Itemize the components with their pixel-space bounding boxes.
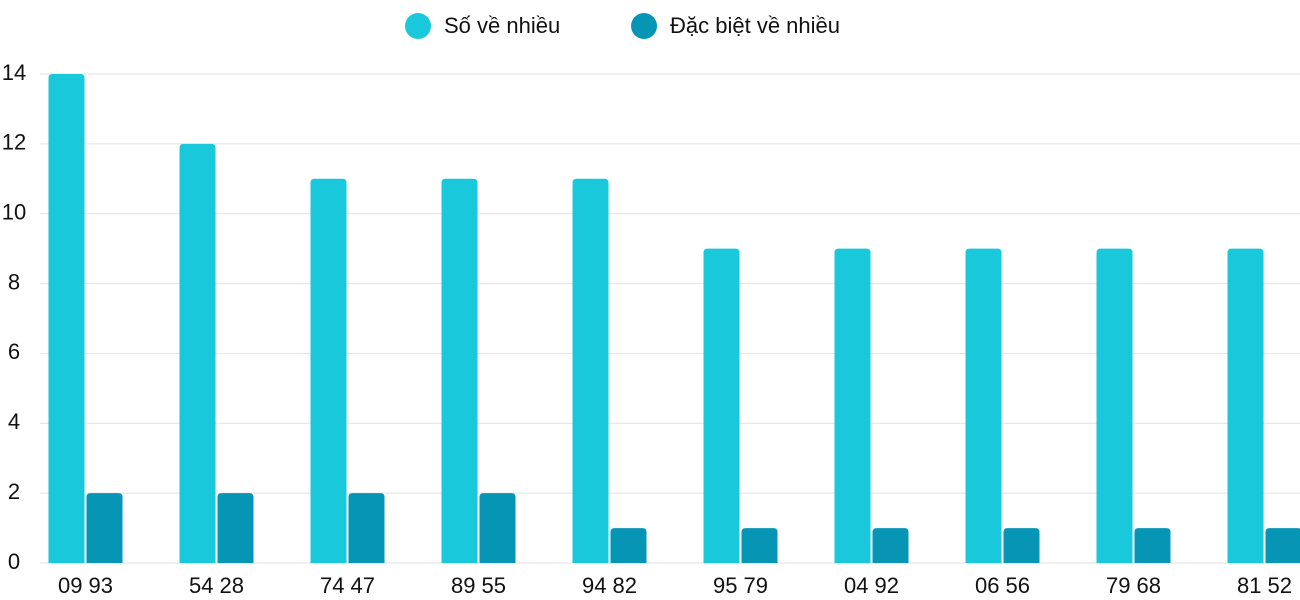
bar — [703, 248, 740, 563]
legend-marker — [405, 13, 431, 39]
x-tick-label: 54 28 — [189, 573, 244, 598]
bar — [441, 178, 478, 564]
x-tick-label: 89 55 — [451, 573, 506, 598]
y-tick-label: 14 — [2, 60, 26, 85]
y-tick-label: 6 — [8, 339, 20, 364]
legend-label: Đặc biệt về nhiều — [670, 13, 840, 38]
x-tick-label: 04 92 — [844, 573, 899, 598]
bar — [872, 528, 909, 563]
bar — [1227, 248, 1264, 563]
bar — [479, 493, 516, 563]
bar — [310, 178, 347, 564]
bar — [965, 248, 1002, 563]
y-tick-label: 8 — [8, 269, 20, 294]
x-tick-label: 95 79 — [713, 573, 768, 598]
bar — [348, 493, 385, 563]
bar — [86, 493, 123, 563]
x-tick-label: 79 68 — [1106, 573, 1161, 598]
bar — [1003, 528, 1040, 563]
y-tick-label: 0 — [8, 549, 20, 574]
x-tick-label: 09 93 — [58, 573, 113, 598]
bar — [179, 143, 216, 563]
y-tick-label: 4 — [8, 409, 20, 434]
bar — [1134, 528, 1171, 563]
legend-marker — [631, 13, 657, 39]
bar — [834, 248, 871, 563]
bar — [1265, 528, 1300, 563]
bar — [48, 74, 85, 563]
x-tick-label: 81 52 — [1237, 573, 1292, 598]
bar — [572, 178, 609, 564]
x-tick-label: 74 47 — [320, 573, 375, 598]
y-tick-label: 10 — [2, 200, 26, 225]
bar — [610, 528, 647, 563]
bar — [1096, 248, 1133, 563]
y-tick-label: 12 — [2, 130, 26, 155]
x-tick-label: 94 82 — [582, 573, 637, 598]
legend-label: Số về nhiều — [444, 13, 560, 38]
bar — [741, 528, 778, 563]
y-tick-label: 2 — [8, 479, 20, 504]
x-tick-label: 06 56 — [975, 573, 1030, 598]
bar — [217, 493, 254, 563]
